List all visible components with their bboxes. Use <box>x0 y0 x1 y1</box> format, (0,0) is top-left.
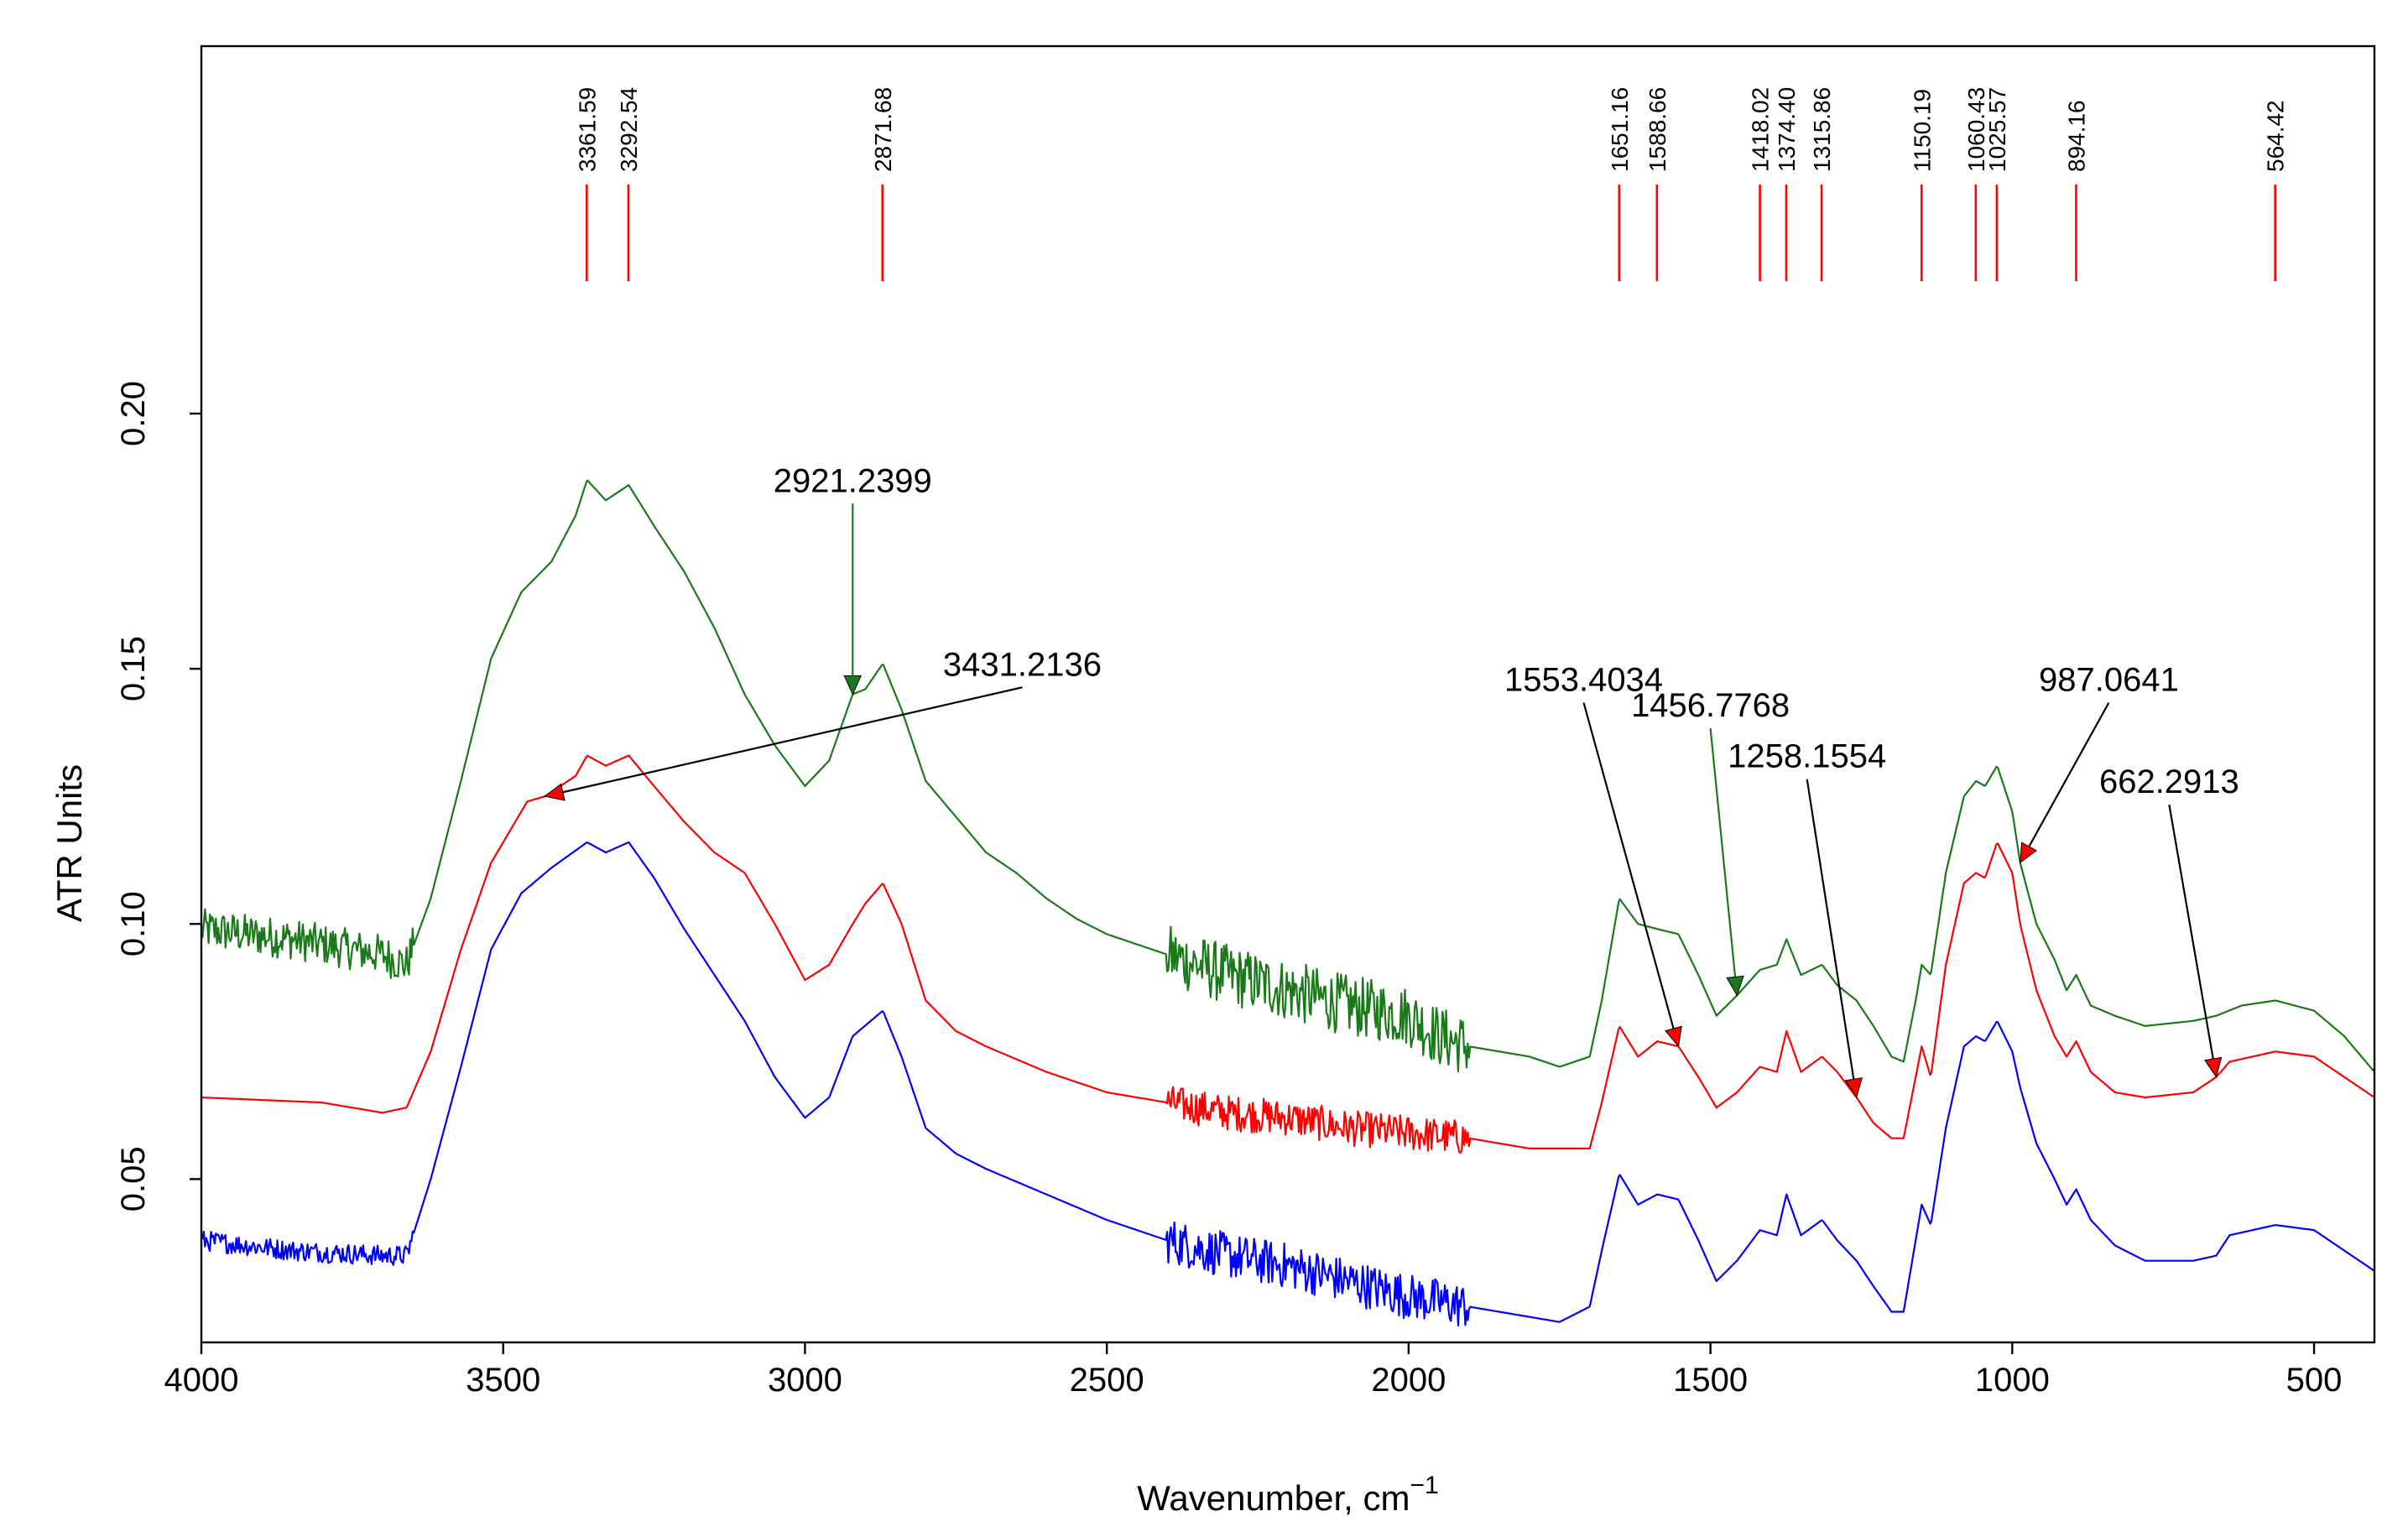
peak-marker-label: 564.42 <box>2263 100 2289 172</box>
annotation-arrowhead <box>544 783 566 801</box>
series-line <box>201 754 2375 1154</box>
annotation-label: 1456.7768 <box>1631 687 1790 724</box>
annotation-arrowhead <box>1726 975 1744 997</box>
peak-marker-label: 1150.19 <box>1909 89 1935 172</box>
x-tick-label: 1000 <box>1975 1362 2050 1399</box>
x-tick-label: 4000 <box>164 1362 239 1399</box>
peak-marker-label: 1315.86 <box>1809 87 1835 172</box>
annotation-arrowhead <box>843 675 863 696</box>
annotation-arrowhead <box>2020 842 2038 864</box>
y-tick-label: 0.15 <box>115 636 152 701</box>
peak-marker-label: 1418.02 <box>1748 87 1774 172</box>
plot-frame <box>200 44 2376 1344</box>
x-tick-label: 2000 <box>1371 1362 1446 1399</box>
peak-marker-label: 1651.16 <box>1607 87 1633 172</box>
peak-marker-label: 3361.59 <box>574 87 600 172</box>
y-axis-title: ATR Units <box>50 764 89 922</box>
peak-marker-label: 3292.54 <box>616 87 642 172</box>
annotation-arrow-line <box>562 686 1023 794</box>
y-tick-label: 0.10 <box>115 891 152 956</box>
x-axis: 4000 3500 3000 2500 2000 1500 1000 500 <box>164 1342 2343 1399</box>
annotation-label: 662.2913 <box>2099 763 2239 800</box>
y-axis: 0.05 0.10 0.15 0.20 <box>115 381 201 1212</box>
annotation-label: 1258.1554 <box>1728 738 1886 775</box>
peak-markers-group: 3361.59 3292.54 2871.68 1651.16 1588.66 1418.… <box>574 87 2289 281</box>
annotation-label: 1553.4034 <box>1504 662 1663 699</box>
annotation-arrow-line <box>1806 779 1855 1080</box>
annotation-arrow-line <box>1709 727 1737 977</box>
peak-marker-label: 1025.57 <box>1984 87 2010 172</box>
annotation-label: 2921.2399 <box>774 462 932 499</box>
annotation-label: 3431.2136 <box>943 646 1102 683</box>
x-axis-title: Wavenumber, cm−1 <box>1137 1472 1438 1518</box>
annotation-label: 987.0641 <box>2039 662 2179 699</box>
x-tick-label: 3500 <box>466 1362 540 1399</box>
spectra-group <box>200 479 2375 1326</box>
x-tick-label: 1500 <box>1673 1362 1748 1399</box>
peak-marker-label: 2871.68 <box>870 87 896 172</box>
annotation-arrow-line <box>1582 702 1675 1029</box>
peak-marker-label: 1374.40 <box>1774 87 1800 172</box>
x-tick-label: 500 <box>2286 1362 2343 1399</box>
annotation-arrowhead <box>1844 1077 1863 1099</box>
annotation-arrow-line <box>2168 804 2214 1060</box>
y-tick-label: 0.20 <box>115 381 152 446</box>
peak-marker-label: 1588.66 <box>1644 87 1670 172</box>
x-tick-label: 3000 <box>768 1362 842 1399</box>
peak-marker-label: 894.16 <box>2063 100 2089 172</box>
y-tick-label: 0.05 <box>115 1146 152 1212</box>
annotation-arrowhead <box>1665 1025 1682 1048</box>
series-line <box>200 841 2375 1326</box>
annotation-arrowhead <box>2204 1056 2223 1078</box>
series-line <box>200 479 2375 1073</box>
peak-marker-label: 1060.43 <box>1963 87 1989 172</box>
annotation-arrow-line <box>2028 701 2110 847</box>
x-tick-label: 2500 <box>1070 1362 1144 1399</box>
